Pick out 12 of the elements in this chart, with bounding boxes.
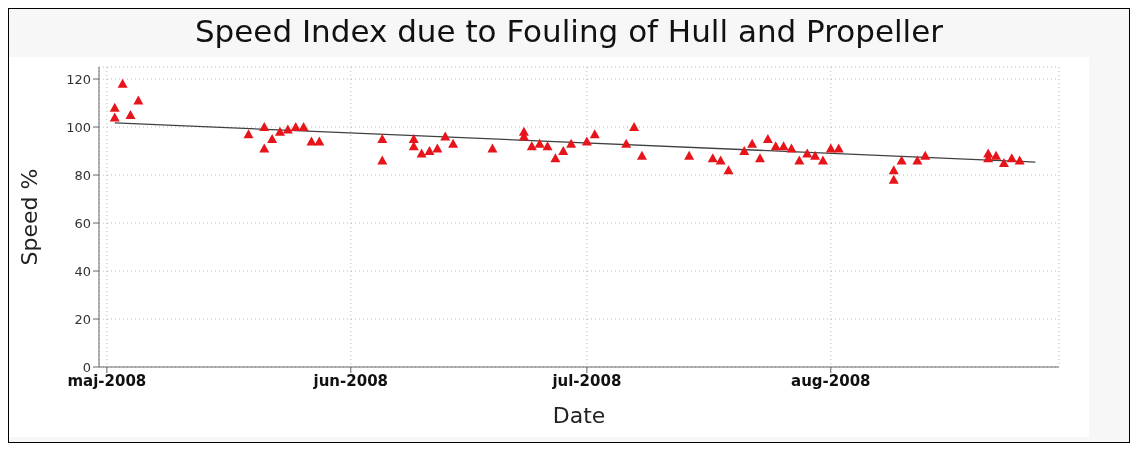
x-axis-title: Date <box>552 403 606 428</box>
y-tick-label: 80 <box>74 167 91 183</box>
y-axis-title: Speed % <box>16 168 42 266</box>
y-tick-label: 60 <box>74 215 91 231</box>
chart-title: Speed Index due to Fouling of Hull and Propeller <box>193 13 945 49</box>
x-tick-label: jul-2008 <box>551 371 622 390</box>
y-tick-label: 40 <box>74 263 91 279</box>
y-tick-label: 120 <box>66 71 91 87</box>
x-tick-label: aug-2008 <box>791 371 871 390</box>
x-tick-label: jun-2008 <box>312 371 389 390</box>
y-tick-label: 100 <box>66 119 91 135</box>
y-tick-label: 20 <box>74 311 91 327</box>
